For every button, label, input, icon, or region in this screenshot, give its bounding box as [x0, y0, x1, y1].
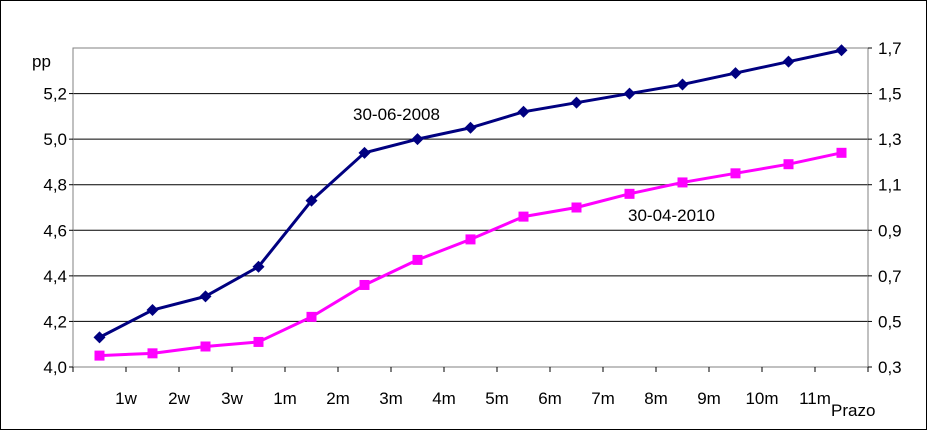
data-point	[729, 67, 742, 80]
data-point	[411, 133, 424, 146]
data-point	[624, 188, 635, 199]
left-tick-label: 5,2	[43, 85, 67, 104]
data-point	[465, 234, 476, 245]
data-point	[146, 304, 159, 317]
data-point	[252, 260, 265, 273]
data-point	[730, 168, 741, 179]
x-tick-label: 1m	[273, 389, 297, 408]
left-tick-label: 5,0	[43, 130, 67, 149]
x-axis-label: Prazo	[831, 401, 875, 420]
right-tick-label: 0,7	[878, 267, 902, 286]
data-point	[306, 311, 317, 322]
right-tick-label: 1,3	[878, 130, 902, 149]
x-tick-label: 8m	[644, 389, 668, 408]
data-point	[305, 194, 318, 207]
left-tick-label: 4,6	[43, 221, 67, 240]
x-tick-label: 1w	[115, 389, 137, 408]
right-tick-label: 1,7	[878, 39, 902, 58]
data-point	[571, 202, 582, 213]
plot-area-border	[72, 47, 869, 368]
data-point	[200, 341, 211, 352]
x-tick-label: 3m	[379, 389, 403, 408]
data-point	[517, 105, 530, 118]
data-point	[464, 121, 477, 134]
left-axis-ticks: 4,0 4,2 4,4 4,6 4,8 5,0 5,2	[43, 85, 73, 377]
x-axis-ticks: 1w 2w 3w 1m 2m 3m 4m 5m 6m 7m 8m 9m 10m 11m	[72, 367, 869, 408]
x-tick-label: 7m	[591, 389, 615, 408]
right-tick-label: 0,9	[878, 221, 902, 240]
data-point	[836, 147, 847, 158]
x-tick-label: 6m	[538, 389, 562, 408]
right-tick-label: 1,1	[878, 176, 902, 195]
data-point	[518, 211, 529, 222]
series-label-30-04-2010: 30-04-2010	[628, 206, 715, 225]
data-point	[570, 96, 583, 109]
x-tick-label: 2w	[168, 389, 190, 408]
x-tick-label: 2m	[326, 389, 350, 408]
series-label-30-06-2008: 30-06-2008	[353, 105, 440, 124]
x-tick-label: 3w	[221, 389, 243, 408]
data-point	[93, 331, 106, 344]
data-point	[676, 78, 689, 91]
right-tick-label: 0,3	[878, 358, 902, 377]
x-tick-label: 10m	[745, 389, 778, 408]
data-point	[835, 44, 848, 57]
data-point	[359, 279, 370, 290]
x-tick-label: 11m	[799, 389, 831, 408]
data-point	[412, 254, 423, 265]
data-point	[782, 55, 795, 68]
data-point	[677, 177, 688, 188]
left-tick-label: 4,4	[43, 267, 67, 286]
x-tick-label: 4m	[432, 389, 456, 408]
data-point	[199, 290, 212, 303]
series-layer	[93, 44, 848, 361]
x-tick-label: 9m	[697, 389, 721, 408]
left-tick-label: 4,8	[43, 176, 67, 195]
data-point	[94, 350, 105, 361]
data-point	[253, 336, 264, 347]
left-tick-label: 4,2	[43, 312, 67, 331]
data-point	[783, 159, 794, 170]
data-point	[147, 348, 158, 359]
right-axis-ticks: 0,3 0,5 0,7 0,9 1,1 1,3 1,5 1,7	[868, 39, 902, 377]
y-axis-label: pp	[32, 52, 51, 71]
data-point	[358, 146, 371, 159]
x-tick-label: 5m	[485, 389, 509, 408]
data-point	[623, 87, 636, 100]
right-tick-label: 1,5	[878, 85, 902, 104]
left-tick-label: 4,0	[43, 358, 67, 377]
right-tick-label: 0,5	[878, 312, 902, 331]
